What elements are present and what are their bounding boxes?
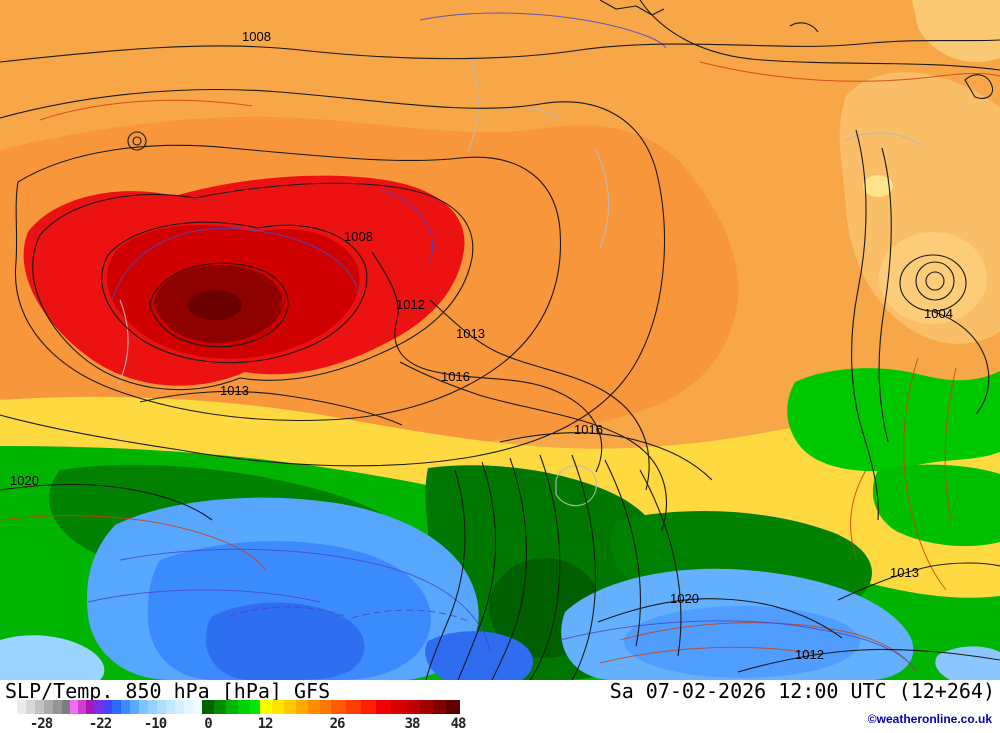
scale-tick-label: 12 xyxy=(257,716,274,732)
scale-segment xyxy=(296,700,308,714)
scale-segment xyxy=(175,700,184,714)
scale-segment xyxy=(346,700,361,714)
scale-segment xyxy=(103,700,112,714)
temperature-scale: -28 -22 -10 0 12 26 38 48 xyxy=(8,700,478,733)
map-timestamp: Sa 07-02-2026 12:00 UTC (12+264) xyxy=(609,679,995,703)
scale-segment xyxy=(446,700,460,714)
scale-tick-label: 48 xyxy=(450,716,467,732)
scale-segment xyxy=(238,700,250,714)
scale-segment xyxy=(260,700,272,714)
scale-segment xyxy=(121,700,130,714)
scale-segment xyxy=(53,700,62,714)
scale-segment xyxy=(112,700,121,714)
scale-segment xyxy=(62,700,70,714)
scale-segment xyxy=(166,700,175,714)
scale-segment xyxy=(214,700,226,714)
footer-title-row: SLP/Temp. 850 hPa [hPa] GFS Sa 07-02-202… xyxy=(0,681,1000,701)
scale-segment xyxy=(8,700,17,714)
coastline-layer xyxy=(117,57,922,507)
scale-segment xyxy=(376,700,391,714)
scale-segment xyxy=(184,700,193,714)
scale-bar xyxy=(8,700,460,714)
scale-segment xyxy=(202,700,214,714)
scale-segment xyxy=(78,700,86,714)
scale-segment xyxy=(226,700,238,714)
scale-segment xyxy=(331,700,346,714)
temperature-fill-layer xyxy=(0,0,1000,680)
scale-segment xyxy=(17,700,26,714)
pressure-contours xyxy=(0,0,1000,680)
scale-segment xyxy=(284,700,296,714)
map-title: SLP/Temp. 850 hPa [hPa] GFS xyxy=(5,679,331,703)
scale-segment xyxy=(320,700,331,714)
scale-tick-label: 0 xyxy=(204,716,213,732)
scale-segment xyxy=(250,700,260,714)
scale-segment xyxy=(139,700,148,714)
scale-segment xyxy=(148,700,157,714)
map-graphic xyxy=(0,0,1000,680)
weather-map: 1008 1008 1012 1013 1016 1013 1016 1020 1004 1020… xyxy=(0,0,1000,680)
scale-segment xyxy=(308,700,320,714)
scale-segment xyxy=(272,700,284,714)
scale-segment xyxy=(391,700,407,714)
scale-tick-label: -10 xyxy=(143,716,167,732)
temperature-contours-cold xyxy=(87,12,917,671)
scale-tick-label: 26 xyxy=(329,716,346,732)
copyright-link[interactable]: ©weatheronline.co.uk xyxy=(867,712,992,726)
scale-segment xyxy=(130,700,139,714)
scale-segment xyxy=(157,700,166,714)
scale-segment xyxy=(35,700,44,714)
footer: SLP/Temp. 850 hPa [hPa] GFS Sa 07-02-202… xyxy=(0,680,1000,733)
scale-ticks: -28 -22 -10 0 12 26 38 48 xyxy=(8,714,478,732)
scale-segment xyxy=(407,700,420,714)
scale-tick-label: -22 xyxy=(88,716,112,732)
scale-segment xyxy=(420,700,433,714)
scale-segment xyxy=(44,700,53,714)
scale-segment xyxy=(70,700,78,714)
scale-segment xyxy=(86,700,94,714)
scale-segment xyxy=(361,700,376,714)
scale-segment xyxy=(193,700,202,714)
scale-segment xyxy=(94,700,103,714)
scale-segment xyxy=(433,700,446,714)
scale-tick-label: -28 xyxy=(29,716,53,732)
temperature-contours-warm xyxy=(0,61,1000,673)
scale-segment xyxy=(26,700,35,714)
scale-tick-label: 38 xyxy=(404,716,421,732)
